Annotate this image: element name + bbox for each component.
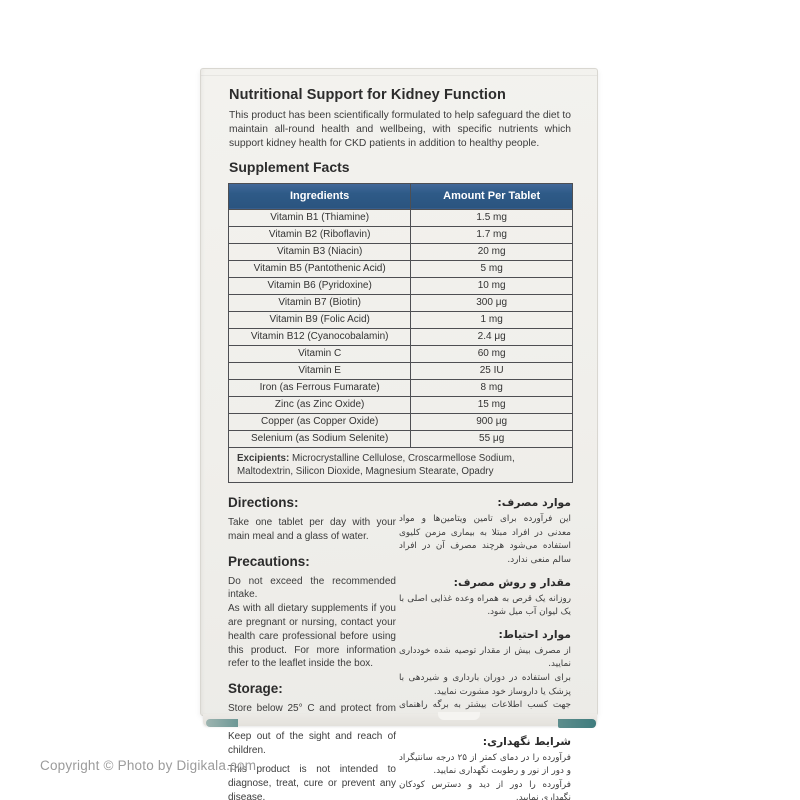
table-header-amount: Amount Per Tablet	[410, 182, 573, 210]
ingredient-cell: Iron (as Ferrous Fumarate)	[227, 378, 412, 397]
flap-tuck-notch	[438, 712, 480, 720]
table-row: Vitamin B12 (Cyanocobalamin) 2.4 μg	[227, 327, 573, 346]
directions-text: Take one tablet per day with your main m…	[228, 517, 396, 542]
table-row: Vitamin C 60 mg	[227, 344, 573, 363]
fa-storage-text-1: فرآورده را در دمای کمتر از ۲۵ درجه سانتی…	[399, 752, 571, 777]
product-intro-text: This product has been scientifically for…	[229, 110, 571, 150]
supplement-facts-heading: Supplement Facts	[229, 158, 350, 175]
product-box-back-panel: Nutritional Support for Kidney Function …	[200, 68, 598, 800]
fa-dosage-body: روزانه یک قرص به همراه وعده غذایی اصلی ب…	[399, 593, 571, 618]
disclaimer-text: This product is not intended to diagnose…	[228, 764, 396, 800]
persian-info-column: موارد مصرف: این فرآورده برای تامین ویتام…	[399, 493, 571, 800]
ingredient-cell: Vitamin B9 (Folic Acid)	[227, 310, 412, 329]
excipients-text: Microcrystalline Cellulose, Croscarmello…	[237, 452, 515, 477]
amount-cell: 25 IU	[410, 361, 573, 380]
amount-cell: 5 mg	[410, 259, 573, 278]
table-row: Vitamin B3 (Niacin) 20 mg	[227, 242, 573, 261]
box-bottom-flap	[203, 714, 597, 726]
table-header-row: Ingredients Amount Per Tablet	[227, 182, 573, 210]
teal-accent-right	[558, 719, 596, 728]
copyright-watermark: Copyright © Photo by Digikala.com	[40, 758, 257, 773]
facts-table-body: Vitamin B1 (Thiamine) 1.5 mg Vitamin B2 (R…	[227, 208, 573, 448]
fa-caution-text-1: از مصرف بیش از مقدار توصیه شده خودداری ن…	[399, 645, 571, 670]
precautions-heading: Precautions:	[228, 553, 310, 569]
ingredient-cell: Selenium (as Sodium Selenite)	[227, 429, 412, 448]
ingredient-cell: Vitamin B1 (Thiamine)	[227, 208, 412, 227]
fa-storage-heading: شرایط نگهداری:	[482, 734, 571, 748]
lower-info-area: Directions: Take one tablet per day with…	[228, 493, 571, 800]
ingredient-cell: Vitamin E	[227, 361, 412, 380]
table-row: Vitamin B5 (Pantothenic Acid) 5 mg	[227, 259, 573, 278]
product-title: Nutritional Support for Kidney Function	[229, 87, 506, 103]
ingredient-cell: Vitamin B6 (Pyridoxine)	[227, 276, 412, 295]
table-row: Vitamin B9 (Folic Acid) 1 mg	[227, 310, 573, 329]
fa-caution-heading: موارد احتیاط:	[498, 627, 571, 641]
amount-cell: 300 μg	[410, 293, 573, 312]
excipients-label: Excipients:	[237, 452, 290, 464]
fa-caution-text-2: برای استفاده در دوران بارداری و شیردهی ب…	[399, 673, 571, 697]
amount-cell: 60 mg	[410, 344, 573, 363]
precautions-text-2: As with all dietary supplements if you a…	[228, 603, 396, 670]
ingredient-cell: Vitamin B2 (Riboflavin)	[227, 225, 412, 244]
table-row: Iron (as Ferrous Fumarate) 8 mg	[227, 378, 573, 397]
english-info-column: Directions: Take one tablet per day with…	[228, 493, 396, 800]
table-row: Vitamin B2 (Riboflavin) 1.7 mg	[227, 225, 573, 244]
amount-cell: 900 μg	[410, 412, 573, 431]
excipients-cell: Excipients: Microcrystalline Cellulose, …	[228, 446, 573, 484]
amount-cell: 10 mg	[410, 276, 573, 295]
ingredient-cell: Zinc (as Zinc Oxide)	[227, 395, 412, 414]
table-row: Vitamin B7 (Biotin) 300 μg	[227, 293, 573, 312]
supplement-facts-table: Ingredients Amount Per Tablet Vitamin B1…	[227, 182, 573, 484]
table-row: Selenium (as Sodium Selenite) 55 μg	[227, 429, 573, 448]
amount-cell: 15 mg	[410, 395, 573, 414]
directions-heading: Directions:	[228, 495, 299, 511]
fa-dosage-heading: مقدار و روش مصرف:	[453, 575, 571, 589]
table-row: Vitamin B6 (Pyridoxine) 10 mg	[227, 276, 573, 295]
amount-cell: 1 mg	[410, 310, 573, 329]
ingredient-cell: Vitamin B7 (Biotin)	[227, 293, 412, 312]
table-row: Copper (as Copper Oxide) 900 μg	[227, 412, 573, 431]
fa-usage-heading: موارد مصرف:	[497, 496, 571, 510]
amount-cell: 20 mg	[410, 242, 573, 261]
excipients-row: Excipients: Microcrystalline Cellulose, …	[228, 446, 573, 484]
amount-cell: 1.7 mg	[410, 225, 573, 244]
fa-storage-text-2: فرآورده را دور از دید و دسترس کودکان نگه…	[399, 779, 571, 800]
table-row: Vitamin B1 (Thiamine) 1.5 mg	[227, 208, 573, 227]
ingredient-cell: Vitamin C	[227, 344, 412, 363]
storage-text-2: Keep out of the sight and reach of child…	[228, 730, 396, 756]
ingredient-cell: Vitamin B3 (Niacin)	[227, 242, 412, 261]
amount-cell: 1.5 mg	[410, 208, 573, 227]
ingredient-cell: Vitamin B12 (Cyanocobalamin)	[227, 327, 412, 346]
table-header-ingredients: Ingredients	[227, 182, 412, 210]
table-row: Zinc (as Zinc Oxide) 15 mg	[227, 395, 573, 414]
storage-heading: Storage:	[228, 681, 283, 697]
amount-cell: 2.4 μg	[410, 327, 573, 346]
precautions-text-1: Do not exceed the recommended intake.	[228, 575, 396, 601]
amount-cell: 8 mg	[410, 378, 573, 397]
amount-cell: 55 μg	[410, 429, 573, 448]
fa-usage-body: این فرآورده برای تامین ویتامین‌ها و مواد…	[399, 514, 571, 565]
table-row: Vitamin E 25 IU	[227, 361, 573, 380]
ingredient-cell: Copper (as Copper Oxide)	[227, 412, 412, 431]
teal-accent-left	[206, 719, 238, 727]
ingredient-cell: Vitamin B5 (Pantothenic Acid)	[227, 259, 412, 278]
